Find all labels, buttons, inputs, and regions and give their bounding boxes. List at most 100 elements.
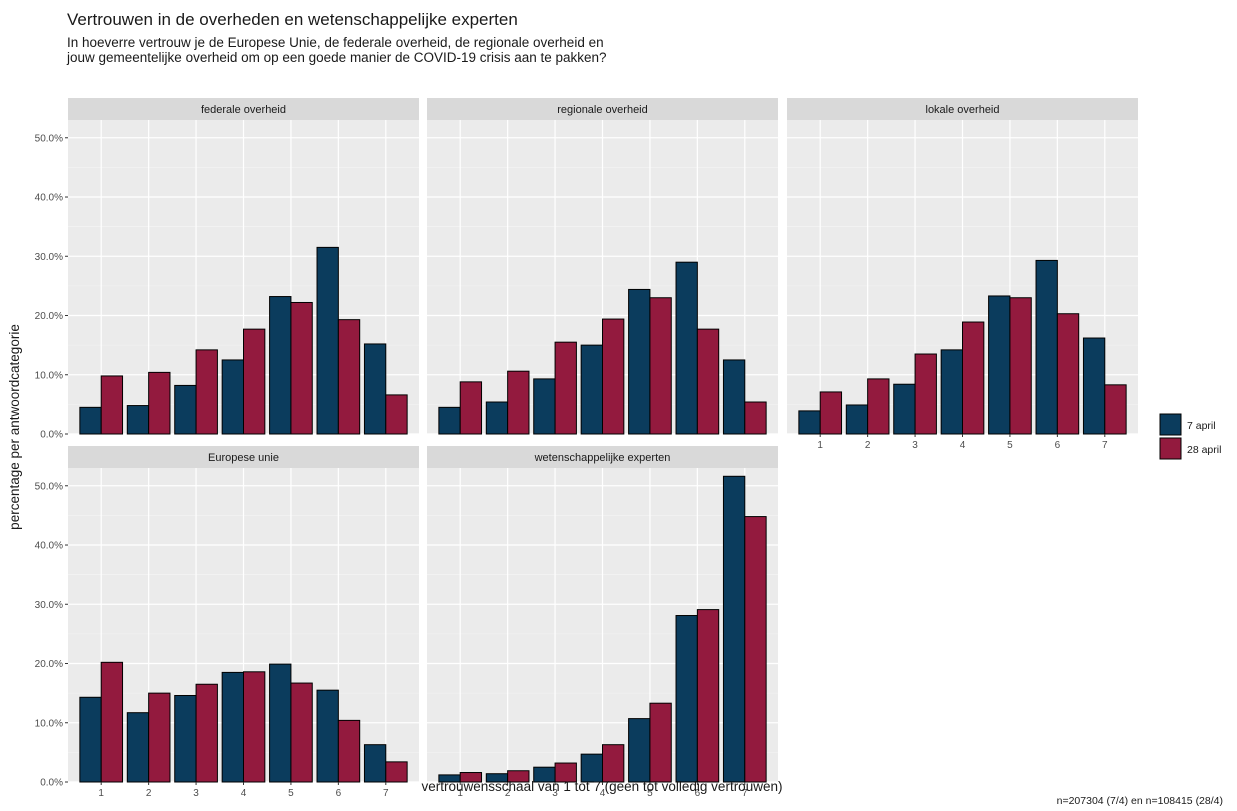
- x-tick-label: 1: [817, 440, 823, 451]
- x-tick-label: 5: [647, 788, 653, 799]
- bar-7-april-1: [798, 410, 821, 435]
- legend-swatch: [1159, 413, 1182, 436]
- bar-7-april-7: [722, 359, 746, 435]
- x-tick-label: 7: [383, 788, 389, 799]
- bar-7-april-7: [363, 744, 387, 783]
- bar-28-april-5: [1009, 297, 1032, 435]
- bar-28-april-5: [290, 301, 313, 435]
- panel-3: lokale overheid 1 2 3 4 5 6 7: [787, 98, 1138, 451]
- bar-28-april-3: [195, 683, 218, 783]
- bar-7-april-6: [675, 261, 698, 435]
- x-tick-label: 5: [288, 788, 294, 799]
- facet-strip: [787, 98, 1138, 120]
- bar-7-april-3: [533, 378, 556, 435]
- facet-label: federale overheid: [201, 104, 286, 116]
- y-tick-label: 40.0%: [35, 193, 63, 204]
- x-axis-title: vertrouwensschaal van 1 tot 7 (geen tot …: [422, 779, 783, 794]
- bar-7-april-2: [126, 712, 150, 783]
- bar-28-april-4: [243, 328, 266, 435]
- bar-7-april-5: [628, 288, 651, 435]
- y-tick-label: 10.0%: [35, 718, 63, 729]
- x-tick-label: 1: [98, 788, 104, 799]
- x-tick-label: 3: [552, 788, 558, 799]
- bar-7-april-2: [485, 401, 509, 435]
- facet-label: regionale overheid: [557, 104, 648, 116]
- bar-7-april-1: [79, 406, 102, 435]
- y-tick-label: 30.0%: [35, 600, 63, 611]
- bar-28-april-1: [100, 661, 124, 783]
- bar-28-april-2: [507, 370, 530, 435]
- bar-28-april-2: [507, 770, 530, 783]
- bar-28-april-6: [696, 609, 720, 783]
- bar-7-april-5: [628, 718, 651, 783]
- x-tick-label: 2: [146, 788, 152, 799]
- x-tick-label: 5: [1007, 440, 1013, 451]
- bar-7-april-6: [1035, 259, 1058, 435]
- bar-28-april-6: [696, 328, 720, 435]
- bar-28-april-4: [602, 318, 625, 435]
- bar-7-april-4: [221, 671, 245, 783]
- subtitle-line-2: jouw gemeentelijke overheid om op een go…: [67, 50, 607, 65]
- panel-5: wetenschappelijke experten 1 2 3 4 5 6 7: [427, 446, 778, 799]
- bar-28-april-2: [867, 378, 890, 435]
- x-tick-label: 4: [960, 440, 966, 451]
- y-axis-title: percentage per antwoordcategorie: [7, 324, 22, 530]
- bar-28-april-2: [148, 371, 171, 435]
- bar-7-april-7: [1082, 337, 1106, 435]
- bar-28-april-5: [649, 297, 672, 435]
- chart-caption: n=207304 (7/4) en n=108415 (28/4): [1056, 795, 1223, 807]
- bar-28-april-5: [649, 702, 672, 783]
- y-tick-label: 20.0%: [35, 659, 63, 670]
- bar-7-april-6: [316, 246, 339, 435]
- bar-28-april-3: [554, 341, 577, 435]
- panel-2: regionale overheid: [427, 98, 778, 435]
- bar-28-april-4: [962, 321, 985, 435]
- bar-28-april-1: [100, 375, 124, 435]
- x-tick-label: 6: [695, 788, 701, 799]
- bar-28-april-7: [385, 761, 408, 783]
- panel-1: federale overheid 0.0% 10.0% 20.0% 30.0% 40.0…: [35, 98, 419, 441]
- bar-28-april-6: [337, 319, 361, 435]
- bar-7-april-4: [580, 753, 603, 783]
- facet-strip: [427, 446, 778, 468]
- bar-28-april-6: [337, 719, 361, 783]
- bar-7-april-6: [316, 689, 339, 783]
- subtitle-line-1: In hoeverre vertrouw je de Europese Unie…: [67, 35, 604, 50]
- bar-7-april-7: [363, 343, 387, 435]
- x-tick-label: 4: [241, 788, 247, 799]
- bar-28-april-7: [744, 401, 767, 435]
- bar-28-april-7: [1104, 384, 1127, 435]
- bar-28-april-7: [385, 394, 408, 435]
- bar-7-april-6: [675, 615, 698, 783]
- y-tick-label: 40.0%: [35, 541, 63, 552]
- bar-28-april-6: [1056, 313, 1080, 435]
- bar-7-april-4: [940, 349, 963, 435]
- chart-subtitle: In hoeverre vertrouw je de Europese Unie…: [67, 35, 607, 65]
- bar-28-april-1: [819, 391, 843, 435]
- bar-28-april-5: [290, 682, 313, 783]
- facet-strip: [68, 446, 419, 468]
- panel-4: Europese unie 0.0% 10.0% 20.0% 30.0% 40.0% 50.…: [35, 446, 419, 799]
- x-tick-label: 4: [600, 788, 606, 799]
- y-tick-label: 50.0%: [35, 481, 63, 492]
- x-tick-label: 2: [505, 788, 511, 799]
- x-tick-label: 1: [457, 788, 463, 799]
- y-tick-label: 20.0%: [35, 311, 63, 322]
- bar-7-april-7: [722, 475, 746, 783]
- facet-label: wetenschappelijke experten: [534, 452, 671, 464]
- bar-28-april-7: [744, 516, 767, 783]
- x-tick-label: 2: [865, 440, 871, 451]
- x-tick-label: 6: [1055, 440, 1061, 451]
- facet-label: Europese unie: [208, 452, 279, 464]
- bar-7-april-2: [126, 405, 150, 435]
- bar-28-april-2: [148, 692, 171, 783]
- legend: 7 april 28 april: [1159, 413, 1221, 460]
- y-tick-label: 50.0%: [35, 133, 63, 144]
- chart-title: Vertrouwen in de overheden en wetenschap…: [67, 10, 518, 29]
- x-tick-label: 6: [336, 788, 342, 799]
- legend-label: 28 april: [1187, 444, 1221, 456]
- facet-strip: [427, 98, 778, 120]
- bar-7-april-1: [79, 696, 102, 783]
- bar-28-april-4: [243, 671, 266, 783]
